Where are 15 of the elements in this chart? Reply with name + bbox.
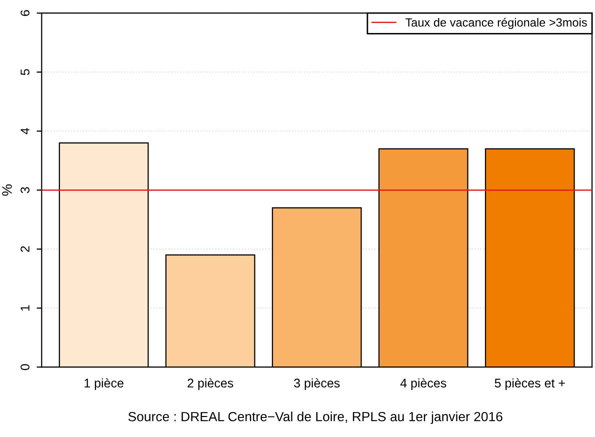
y-axis-title: % <box>2 184 12 196</box>
x-tick-label: 1 pièce <box>84 378 124 390</box>
legend-label: Taux de vacance régionale >3mois <box>405 18 587 29</box>
x-tick-label: 3 pièces <box>294 378 340 390</box>
x-tick-label: 5 pièces et + <box>494 378 565 390</box>
y-tick-label: 2 <box>20 246 30 252</box>
y-tick-label: 3 <box>20 187 30 194</box>
y-tick-label: 5 <box>20 69 30 76</box>
y-tick-label: 0 <box>20 364 30 370</box>
x-tick-label: 2 pièces <box>188 378 234 390</box>
x-tick-label: 4 pièces <box>400 378 446 390</box>
y-tick-label: 6 <box>20 10 30 16</box>
source-note: Source : DREAL Centre−Val de Loire, RPLS au 1er janvier 2016 <box>128 412 502 424</box>
y-tick-label: 4 <box>20 128 30 134</box>
y-tick-label: 1 <box>20 305 30 311</box>
